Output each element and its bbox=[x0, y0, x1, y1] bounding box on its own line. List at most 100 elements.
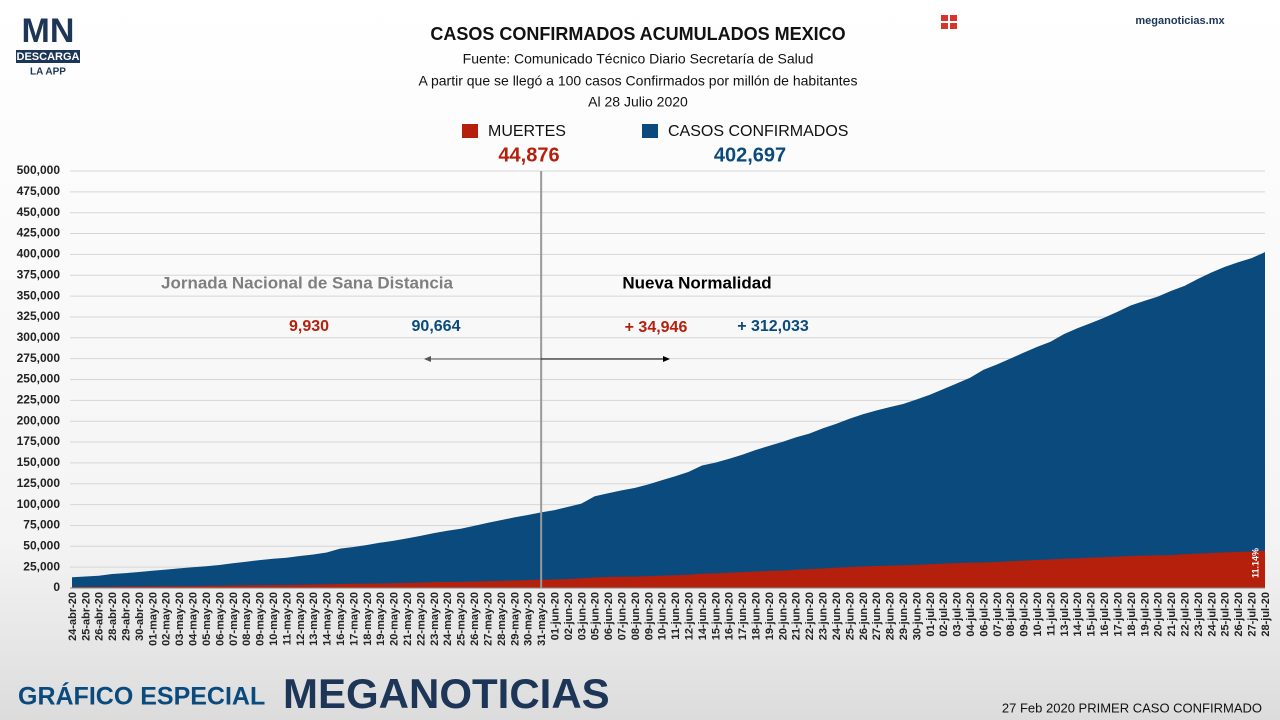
x-tick-label: 18-jul-20 bbox=[1126, 592, 1138, 637]
x-tick-label: 04-may-20 bbox=[188, 592, 200, 646]
annotation: Jornada Nacional de Sana Distancia bbox=[161, 273, 453, 292]
x-tick-label: 29-jun-20 bbox=[898, 592, 910, 640]
footer-brand: MEGANOTICIAS bbox=[283, 670, 610, 717]
y-tick-label: 150,000 bbox=[17, 455, 61, 469]
x-tick-label: 18-jun-20 bbox=[751, 592, 763, 640]
x-tick-label: 24-may-20 bbox=[442, 592, 454, 646]
x-tick-label: 14-may-20 bbox=[322, 592, 334, 646]
y-tick-label: 250,000 bbox=[17, 372, 61, 386]
x-tick-label: 10-jul-20 bbox=[1032, 592, 1044, 637]
x-tick-label: 16-may-20 bbox=[335, 592, 347, 646]
footer-right: 27 Feb 2020 PRIMER CASO CONFIRMADO bbox=[1002, 700, 1262, 715]
x-tick-label: 26-abr-20 bbox=[94, 592, 106, 641]
icon bbox=[941, 15, 957, 29]
x-tick-label: 11-may-20 bbox=[281, 592, 293, 645]
y-tick-label: 425,000 bbox=[17, 226, 61, 240]
x-tick-label: 19-may-20 bbox=[375, 592, 387, 646]
x-tick-label: 07-may-20 bbox=[228, 592, 240, 646]
x-tick-label: 21-may-20 bbox=[402, 592, 414, 646]
y-tick-label: 175,000 bbox=[17, 434, 61, 448]
x-tick-label: 12-may-20 bbox=[295, 592, 307, 646]
x-tick-label: 28-jul-20 bbox=[1260, 592, 1272, 637]
x-tick-label: 26-jul-20 bbox=[1233, 592, 1245, 637]
annotation: 11.14% bbox=[1250, 548, 1260, 578]
x-tick-label: 14-jun-20 bbox=[697, 592, 709, 640]
logo-mark: MN bbox=[22, 12, 75, 50]
y-tick-label: 375,000 bbox=[17, 267, 61, 281]
x-tick-label: 28-abr-20 bbox=[107, 592, 119, 641]
legend-swatch bbox=[462, 124, 478, 138]
subtitle: Fuente: Comunicado Técnico Diario Secret… bbox=[463, 51, 814, 67]
annotation: Nueva Normalidad bbox=[622, 273, 771, 292]
x-tick-label: 05-jun-20 bbox=[590, 592, 602, 640]
legend-total: 402,697 bbox=[714, 144, 786, 166]
x-tick-label: 17-may-20 bbox=[348, 592, 360, 646]
x-tick-label: 15-jun-20 bbox=[710, 592, 722, 640]
subtitle: A partir que se llegó a 100 casos Confir… bbox=[419, 73, 858, 89]
footer-left: GRÁFICO ESPECIAL bbox=[18, 682, 265, 711]
x-tick-label: 24-abr-20 bbox=[67, 592, 79, 641]
x-tick-label: 12-jun-20 bbox=[684, 592, 696, 640]
x-tick-label: 09-jul-20 bbox=[1019, 592, 1031, 637]
x-tick-label: 23-may-20 bbox=[429, 592, 441, 646]
x-tick-label: 09-jun-20 bbox=[643, 592, 655, 640]
x-tick-label: 06-jun-20 bbox=[603, 592, 615, 640]
x-tick-label: 07-jul-20 bbox=[992, 592, 1004, 637]
y-tick-label: 350,000 bbox=[17, 288, 61, 302]
x-tick-label: 30-abr-20 bbox=[134, 592, 146, 641]
x-tick-label: 21-jul-20 bbox=[1166, 592, 1178, 637]
y-tick-label: 0 bbox=[53, 580, 60, 594]
y-tick-label: 475,000 bbox=[17, 184, 61, 198]
x-tick-label: 15-jul-20 bbox=[1086, 592, 1098, 637]
x-tick-label: 25-jul-20 bbox=[1220, 592, 1232, 637]
legend-label: MUERTES bbox=[488, 123, 566, 140]
legend-total: 44,876 bbox=[498, 144, 559, 166]
icon-square bbox=[950, 15, 957, 21]
y-tick-label: 25,000 bbox=[23, 559, 60, 573]
x-tick-label: 01-jun-20 bbox=[549, 592, 561, 640]
x-tick-label: 02-may-20 bbox=[161, 592, 173, 646]
x-tick-label: 26-jun-20 bbox=[858, 592, 870, 640]
x-tick-label: 29-may-20 bbox=[509, 592, 521, 646]
y-tick-label: 400,000 bbox=[17, 247, 61, 261]
x-tick-label: 14-jul-20 bbox=[1072, 592, 1084, 637]
y-tick-label: 200,000 bbox=[17, 413, 61, 427]
y-tick-label: 325,000 bbox=[17, 309, 61, 323]
x-tick-label: 08-may-20 bbox=[241, 592, 253, 646]
x-tick-label: 03-may-20 bbox=[174, 592, 186, 646]
x-tick-label: 20-may-20 bbox=[389, 592, 401, 646]
logo-sub2: LA APP bbox=[30, 67, 66, 78]
x-tick-label: 20-jul-20 bbox=[1153, 592, 1165, 637]
y-tick-label: 100,000 bbox=[17, 497, 61, 511]
x-tick-label: 25-jun-20 bbox=[844, 592, 856, 640]
x-tick-label: 07-jun-20 bbox=[616, 592, 628, 640]
x-tick-label: 25-may-20 bbox=[456, 592, 468, 646]
x-tick-label: 11-jul-20 bbox=[1045, 592, 1057, 636]
x-tick-label: 17-jul-20 bbox=[1112, 592, 1124, 637]
x-tick-label: 17-jun-20 bbox=[737, 592, 749, 640]
annotation: + 34,946 bbox=[625, 319, 688, 336]
y-tick-label: 450,000 bbox=[17, 205, 61, 219]
x-tick-label: 11-jun-20 bbox=[670, 592, 682, 640]
x-tick-label: 22-jun-20 bbox=[804, 592, 816, 640]
x-tick-label: 21-jun-20 bbox=[791, 592, 803, 640]
arrow-head bbox=[663, 356, 670, 362]
y-tick-label: 50,000 bbox=[23, 538, 60, 552]
x-tick-label: 06-may-20 bbox=[214, 592, 226, 646]
x-tick-label: 24-jun-20 bbox=[831, 592, 843, 640]
arrow-head bbox=[424, 356, 431, 362]
area bbox=[72, 550, 1265, 588]
x-tick-label: 27-jul-20 bbox=[1247, 592, 1259, 637]
x-tick-label: 24-jul-20 bbox=[1206, 592, 1218, 637]
x-tick-label: 30-jun-20 bbox=[911, 592, 923, 640]
footer: GRÁFICO ESPECIAL MEGANOTICIAS 27 Feb 202… bbox=[18, 670, 1262, 717]
x-tick-label: 10-jun-20 bbox=[657, 592, 669, 640]
x-tick-label: 23-jul-20 bbox=[1193, 592, 1205, 637]
x-tick-label: 01-may-20 bbox=[147, 592, 159, 646]
y-tick-label: 125,000 bbox=[17, 476, 61, 490]
x-tick-label: 28-may-20 bbox=[496, 592, 508, 646]
x-tick-label: 25-abr-20 bbox=[80, 592, 92, 641]
x-tick-label: 08-jul-20 bbox=[1005, 592, 1017, 637]
annotation: 9,930 bbox=[289, 318, 329, 335]
